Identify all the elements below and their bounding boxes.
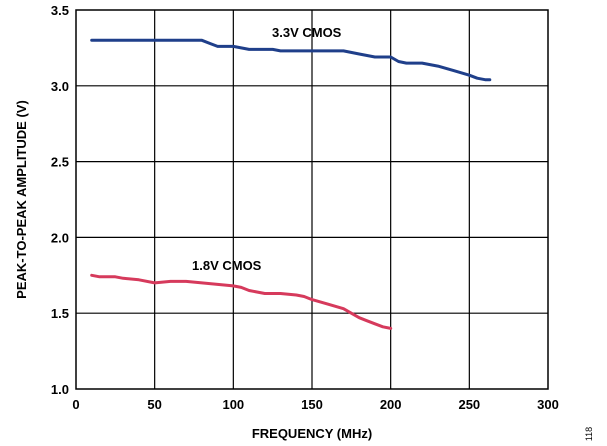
y-axis-title: PEAK-TO-PEAK AMPLITUDE (V)	[14, 100, 29, 299]
x-tick-label: 150	[301, 397, 323, 412]
x-tick-label: 200	[380, 397, 402, 412]
x-tick-label: 100	[222, 397, 244, 412]
x-tick-label: 300	[537, 397, 559, 412]
y-tick-label: 3.0	[51, 79, 69, 94]
series-line-3v3-cmos	[90, 38, 492, 82]
y-tick-labels: 1.0 1.5 2.0 2.5 3.0 3.5	[51, 3, 69, 397]
grid	[76, 10, 548, 389]
x-tick-label: 0	[72, 397, 79, 412]
series-label-1v8-cmos: 1.8V CMOS	[192, 258, 262, 273]
plot-frame	[75, 9, 549, 390]
y-tick-label: 1.5	[51, 306, 69, 321]
x-tick-labels: 0 50 100 150 200 250 300	[72, 397, 558, 412]
y-tick-label: 2.5	[51, 155, 69, 170]
series-lines	[90, 38, 492, 330]
x-tick-label: 50	[147, 397, 161, 412]
figure-number: 118	[584, 427, 594, 441]
y-tick-label: 3.5	[51, 3, 69, 18]
series-label-3v3-cmos: 3.3V CMOS	[272, 25, 342, 40]
y-tick-label: 2.0	[51, 230, 69, 245]
y-tick-label: 1.0	[51, 382, 69, 397]
x-axis-title: FREQUENCY (MHz)	[252, 426, 372, 441]
series-line-1v8-cmos	[90, 273, 393, 330]
x-tick-label: 250	[458, 397, 480, 412]
